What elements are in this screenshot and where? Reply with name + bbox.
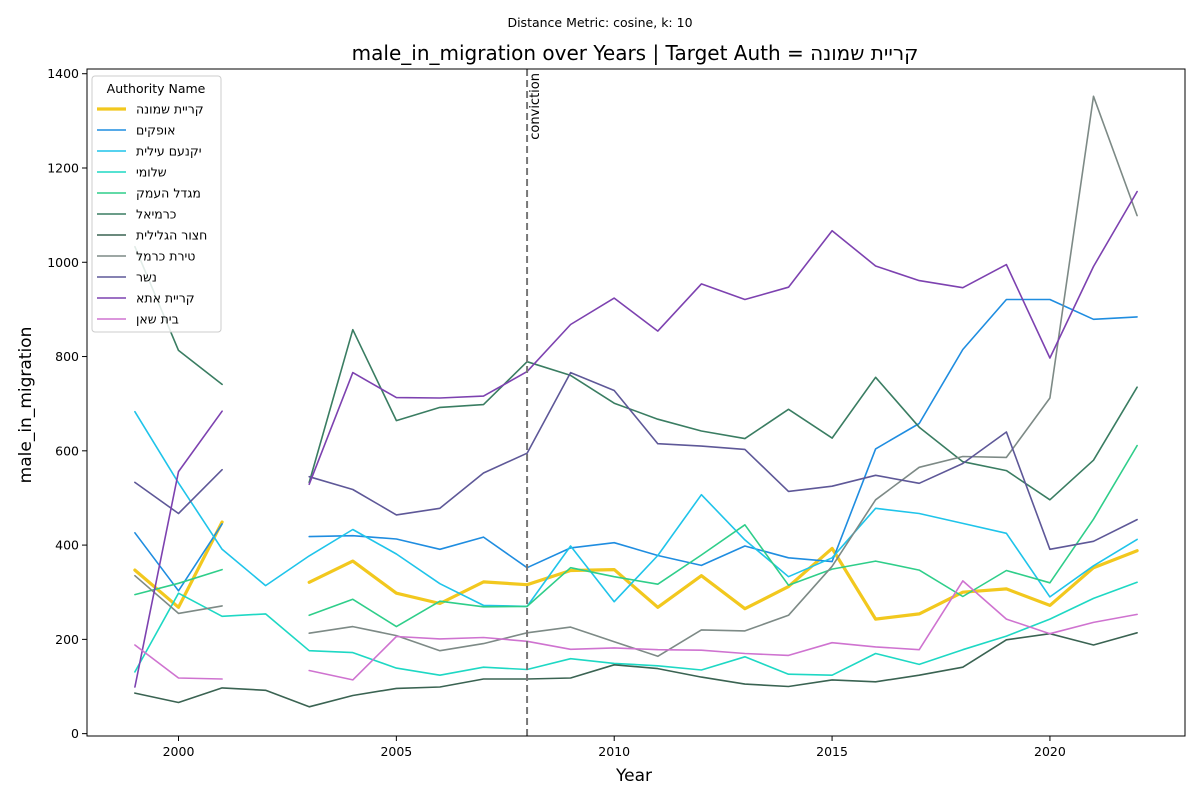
series-line-6: [134, 631, 1138, 708]
series-line-9: [308, 190, 1138, 486]
series-line-4: [308, 444, 1138, 628]
axes-frame: [86, 68, 1186, 737]
legend-title: Authority Name: [107, 81, 206, 96]
series-line-8: [134, 468, 223, 515]
chart-suptitle: Distance Metric: cosine, k: 10: [507, 15, 692, 30]
legend-entry-0: קריית שמונה: [136, 102, 204, 117]
series-line-7: [308, 95, 1138, 658]
x-tick-label: 2015: [816, 744, 848, 759]
legend-entry-9: קריית אתא: [136, 291, 195, 306]
series-line-1: [134, 523, 223, 592]
plot-area: conviction 2000 2005 2010 2015 2020 0 200 400 600…: [47, 66, 1186, 759]
series-line-9: [134, 410, 223, 688]
legend-entry-6: חצור הגלילית: [136, 228, 207, 243]
series-line-2: [134, 410, 1138, 608]
y-tick-label: 200: [55, 632, 79, 647]
legend-entry-1: אופקים: [136, 123, 176, 138]
legend-entry-2: יקנעם עילית: [136, 144, 202, 159]
series-line-7: [134, 574, 223, 615]
series-line-0: [307, 546, 1139, 621]
y-tick-label: 800: [55, 349, 79, 364]
series-line-5: [308, 328, 1138, 501]
legend-entry-3: שלומי: [136, 165, 167, 180]
legend-entry-8: נשר: [136, 270, 157, 285]
series-line-10: [308, 580, 1138, 681]
x-tick-label: 2020: [1034, 744, 1066, 759]
series-line-8: [308, 371, 1138, 551]
legend-entry-7: טירת כרמל: [136, 249, 195, 264]
y-tick-label: 400: [55, 538, 79, 553]
y-tick-label: 1000: [47, 255, 79, 270]
chart-title: male_in_migration over Years | Target Au…: [352, 41, 919, 65]
x-tick-label: 2000: [163, 744, 195, 759]
series-line-3: [134, 581, 1138, 677]
y-tick-label: 1200: [47, 160, 79, 175]
y-tick-label: 0: [71, 726, 79, 741]
x-tick-label: 2010: [598, 744, 630, 759]
y-axis-label: male_in_migration: [16, 327, 36, 484]
x-tick-label: 2005: [380, 744, 412, 759]
conviction-label: conviction: [528, 73, 543, 140]
legend-box: [91, 75, 222, 333]
legend-entry-5: כרמיאל: [136, 207, 176, 222]
series-line-4: [134, 568, 223, 596]
legend-entry-4: מגדל העמק: [136, 186, 201, 201]
x-axis-label: Year: [615, 766, 652, 786]
y-tick-label: 1400: [47, 66, 79, 81]
legend-entry-10: בית שאן: [136, 312, 179, 327]
series-line-1: [308, 298, 1138, 569]
legend: Authority Name קריית שמונה אופקים יקנעם עיל…: [91, 75, 222, 333]
series-line-10: [134, 644, 223, 680]
series-line-0: [133, 520, 224, 609]
y-tick-label: 600: [55, 443, 79, 458]
